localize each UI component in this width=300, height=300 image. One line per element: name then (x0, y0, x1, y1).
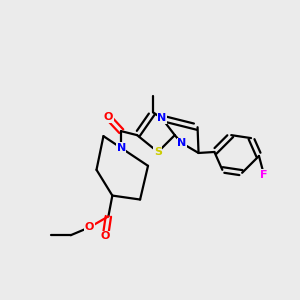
Text: O: O (85, 222, 94, 232)
Text: S: S (154, 147, 162, 157)
Text: F: F (260, 170, 268, 180)
Text: N: N (177, 138, 186, 148)
Text: N: N (157, 113, 167, 123)
Text: N: N (117, 143, 126, 153)
Text: O: O (101, 231, 110, 241)
Text: O: O (104, 112, 113, 122)
